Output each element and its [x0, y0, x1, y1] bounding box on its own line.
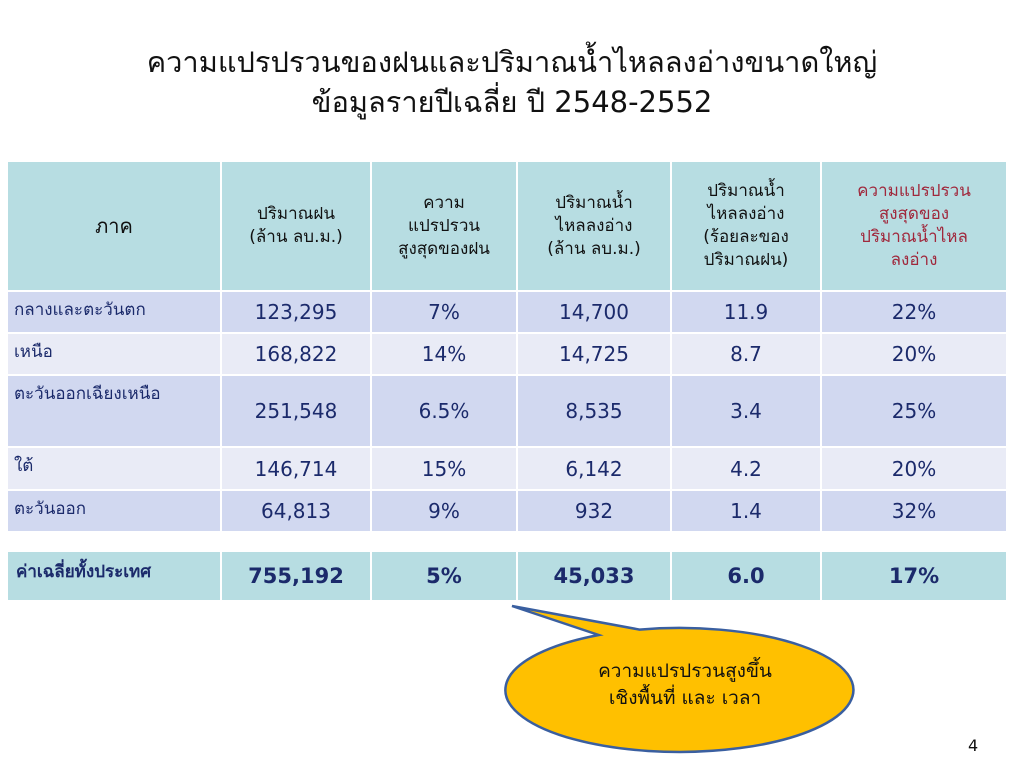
inflow-cell: 932	[516, 489, 672, 533]
inflow-percent-cell: 11.9	[670, 290, 822, 334]
header-line: (ร้อยละของ	[703, 227, 789, 247]
table-row: เหนือ 168,822 14% 14,725 8.7 20%	[6, 332, 1008, 376]
inflow-variation-cell: 25%	[820, 374, 1008, 448]
inflow-variation-cell: 20%	[820, 446, 1008, 491]
header-line: ความ	[423, 192, 465, 213]
rain-variation-cell: 15%	[370, 446, 518, 491]
region-cell: กลางและตะวันตก	[6, 290, 222, 334]
header-line: ปริมาณน้ำไหล	[860, 227, 968, 247]
rain-variation-cell: 14%	[370, 332, 518, 376]
header-line: สูงสุดของฝน	[398, 238, 490, 259]
header-region: ภาค	[6, 160, 222, 292]
header-line: สูงสุดของ	[878, 204, 950, 224]
rain-cell: 168,822	[220, 332, 372, 376]
header-line: (ล้าน ลบ.ม.)	[547, 238, 641, 259]
header-rain: ปริมาณฝน (ล้าน ลบ.ม.)	[220, 160, 372, 292]
header-line: ปริมาณฝน)	[703, 250, 789, 270]
table-row: ตะวันออก 64,813 9% 932 1.4 32%	[6, 489, 1008, 533]
header-line: ปริมาณน้ำ	[555, 192, 633, 213]
rain-cell: 123,295	[220, 290, 372, 334]
inflow-variation-cell: 22%	[820, 290, 1008, 334]
page-number: 4	[968, 736, 979, 755]
total-inflow-percent-cell: 6.0	[670, 550, 822, 602]
table-row: ใต้ 146,714 15% 6,142 4.2 20%	[6, 446, 1008, 491]
inflow-cell: 14,700	[516, 290, 672, 334]
inflow-variation-cell: 32%	[820, 489, 1008, 533]
rain-cell: 146,714	[220, 446, 372, 491]
table-row: กลางและตะวันตก 123,295 7% 14,700 11.9 22…	[6, 290, 1008, 334]
title-line-1: ความแปรปรวนของฝนและปริมาณน้ำไหลลงอ่างขนา…	[146, 45, 878, 79]
header-line: ไหลลงอ่าง	[707, 204, 785, 224]
title-line-2: ข้อมูลรายปีเฉลี่ย ปี 2548-2552	[311, 85, 713, 119]
inflow-percent-cell: 8.7	[670, 332, 822, 376]
inflow-percent-cell: 4.2	[670, 446, 822, 491]
rain-variation-cell: 7%	[370, 290, 518, 334]
inflow-percent-cell: 1.4	[670, 489, 822, 533]
national-average-table: ค่าเฉลี่ยทั้งประเทศ 755,192 5% 45,033 6.…	[6, 550, 1008, 602]
total-rain-variation-cell: 5%	[370, 550, 518, 602]
header-line: ไหลลงอ่าง	[555, 215, 633, 236]
region-cell: เหนือ	[6, 332, 222, 376]
rain-cell: 251,548	[220, 374, 372, 448]
inflow-percent-cell: 3.4	[670, 374, 822, 448]
total-rain-cell: 755,192	[220, 550, 372, 602]
table-header-row: ภาค ปริมาณฝน (ล้าน ลบ.ม.) ความ แปรปรวน ส…	[6, 160, 1008, 292]
total-inflow-cell: 45,033	[516, 550, 672, 602]
header-line: (ล้าน ลบ.ม.)	[249, 227, 343, 247]
header-rain-variation: ความ แปรปรวน สูงสุดของฝน	[370, 160, 518, 292]
header-line: แปรปรวน	[408, 215, 480, 236]
callout-line-2: เชิงพื้นที่ และ เวลา	[608, 687, 762, 709]
callout-shape	[504, 604, 855, 754]
header-inflow: ปริมาณน้ำ ไหลลงอ่าง (ล้าน ลบ.ม.)	[516, 160, 672, 292]
inflow-cell: 8,535	[516, 374, 672, 448]
rain-cell: 64,813	[220, 489, 372, 533]
header-line: ลงอ่าง	[890, 250, 938, 270]
header-line: ปริมาณน้ำ	[707, 181, 785, 201]
inflow-cell: 14,725	[516, 332, 672, 376]
table-row: ตะวันออกเฉียงเหนือ 251,548 6.5% 8,535 3.…	[6, 374, 1008, 448]
callout-line-1: ความแปรปรวนสูงขึ้น	[598, 660, 772, 682]
data-table: ภาค ปริมาณฝน (ล้าน ลบ.ม.) ความ แปรปรวน ส…	[6, 160, 1008, 533]
slide-title: ความแปรปรวนของฝนและปริมาณน้ำไหลลงอ่างขนา…	[0, 42, 1024, 122]
rain-variation-cell: 6.5%	[370, 374, 518, 448]
header-inflow-percent: ปริมาณน้ำ ไหลลงอ่าง (ร้อยละของ ปริมาณฝน)	[670, 160, 822, 292]
total-inflow-variation-cell: 17%	[820, 550, 1008, 602]
header-line: ความแปรปรวน	[857, 181, 971, 201]
rain-variation-cell: 9%	[370, 489, 518, 533]
region-cell: ตะวันออก	[6, 489, 222, 533]
callout-text: ความแปรปรวนสูงขึ้น เชิงพื้นที่ และ เวลา	[540, 658, 830, 712]
region-cell: ใต้	[6, 446, 222, 491]
header-line: ปริมาณฝน	[256, 204, 336, 224]
total-row: ค่าเฉลี่ยทั้งประเทศ 755,192 5% 45,033 6.…	[6, 550, 1008, 602]
total-region-cell: ค่าเฉลี่ยทั้งประเทศ	[6, 550, 222, 602]
header-inflow-variation: ความแปรปรวน สูงสุดของ ปริมาณน้ำไหล ลงอ่า…	[820, 160, 1008, 292]
inflow-cell: 6,142	[516, 446, 672, 491]
region-cell: ตะวันออกเฉียงเหนือ	[6, 374, 222, 448]
inflow-variation-cell: 20%	[820, 332, 1008, 376]
